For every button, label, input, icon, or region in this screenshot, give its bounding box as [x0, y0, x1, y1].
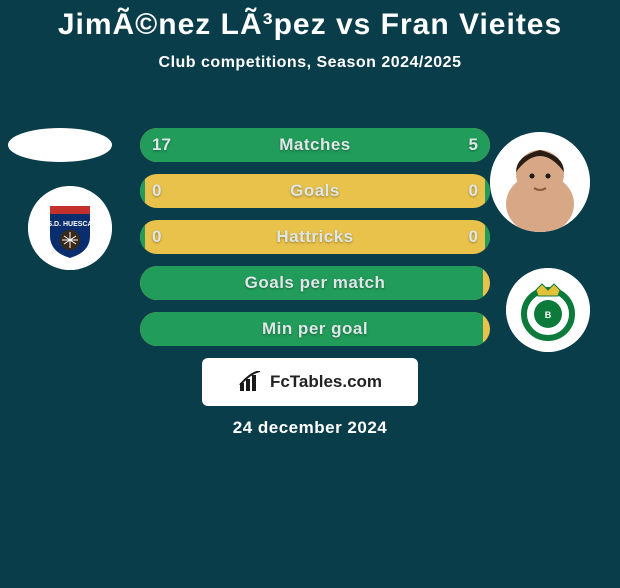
- stat-row: Hattricks0 0: [140, 220, 490, 254]
- stat-row: Goals0 0: [140, 174, 490, 208]
- player2-avatar: [490, 132, 590, 232]
- betis-badge-icon: B: [506, 268, 590, 352]
- player2-club-badge: B: [506, 268, 590, 352]
- stat-value-right: 5: [469, 128, 478, 162]
- stat-value-right: 0: [469, 220, 478, 254]
- subtitle: Club competitions, Season 2024/2025: [0, 54, 620, 72]
- stat-label: Goals per match: [140, 266, 490, 300]
- huesca-badge-icon: S.D. HUESCA: [28, 186, 112, 270]
- stat-value-right: 0: [469, 174, 478, 208]
- svg-text:S.D. HUESCA: S.D. HUESCA: [47, 221, 92, 228]
- date-label: 24 december 2024: [0, 418, 620, 438]
- stat-label: Hattricks: [140, 220, 490, 254]
- stat-row: Goals per match: [140, 266, 490, 300]
- stat-value-left: 0: [152, 174, 161, 208]
- player2-face-icon: [490, 132, 590, 232]
- stat-value-left: 0: [152, 220, 161, 254]
- player1-club-badge: S.D. HUESCA: [28, 186, 112, 270]
- stat-label: Min per goal: [140, 312, 490, 346]
- player1-avatar: [8, 128, 112, 162]
- svg-text:B: B: [545, 310, 552, 320]
- stat-label: Goals: [140, 174, 490, 208]
- stat-row: Min per goal: [140, 312, 490, 346]
- stats-bars: Matches175Goals00Hattricks00Goals per ma…: [140, 128, 490, 358]
- fctables-logo-icon: [238, 371, 264, 393]
- stat-label: Matches: [140, 128, 490, 162]
- stat-value-left: 17: [152, 128, 171, 162]
- brand-box: FcTables.com: [202, 358, 418, 406]
- brand-text: FcTables.com: [270, 372, 382, 392]
- page-title: JimÃ©nez LÃ³pez vs Fran Vieites: [0, 8, 620, 42]
- stat-row: Matches17 5: [140, 128, 490, 162]
